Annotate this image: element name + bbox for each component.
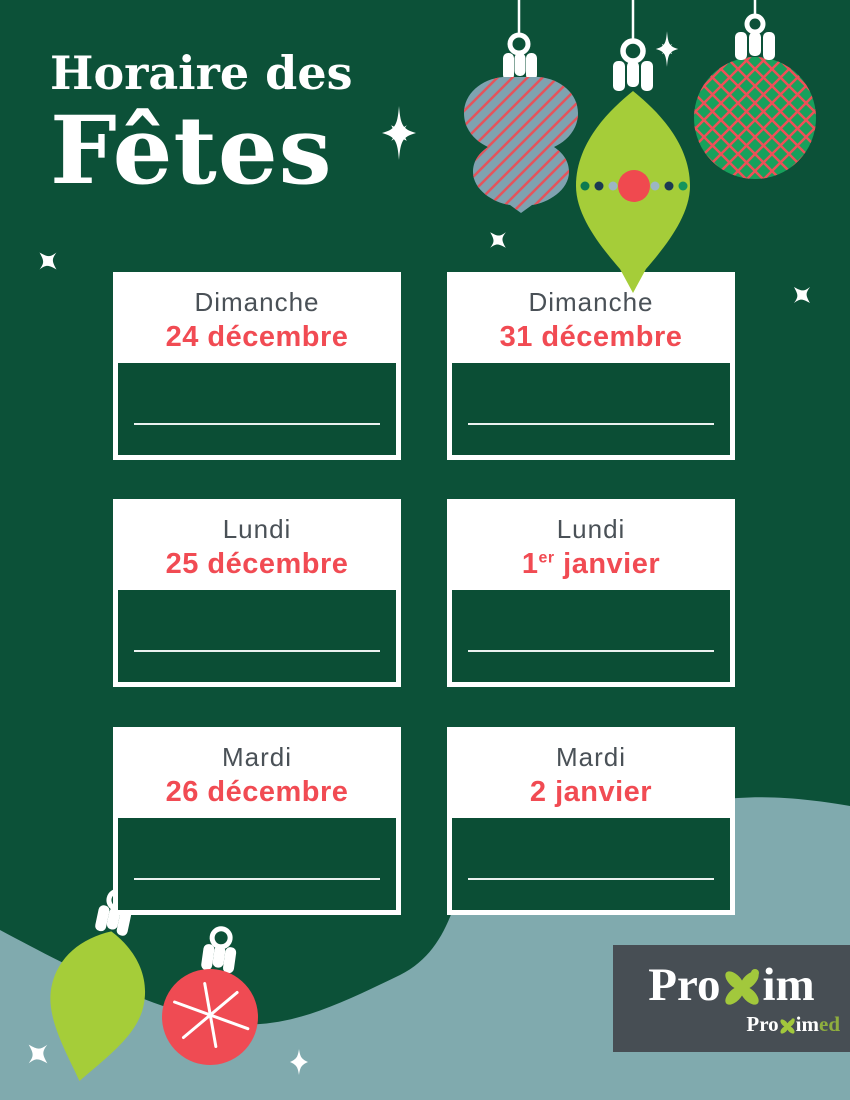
sub-text-mid: im: [795, 1012, 819, 1036]
card-date-label: 1er janvier: [521, 548, 661, 580]
petal-x-icon: [724, 969, 759, 1005]
hours-blank-line: [468, 878, 714, 880]
sub-text-pre: Pro: [746, 1012, 779, 1036]
hours-blank-line: [134, 878, 380, 880]
hours-blank-line: [134, 423, 380, 425]
card-hours-area: [452, 590, 730, 682]
page-title: Horaire des Fêtes: [50, 50, 353, 198]
hours-blank-line: [134, 650, 380, 652]
title-line-1: Horaire des: [50, 46, 353, 100]
card-date-label: 26 décembre: [165, 776, 349, 808]
card-day-label: Dimanche: [528, 287, 654, 317]
hours-blank-line: [468, 650, 714, 652]
card-hours-area: [452, 818, 730, 910]
snowflake-icon: [173, 982, 250, 1049]
schedule-card: Mardi 2 janvier: [447, 727, 735, 915]
card-date-label: 25 décembre: [165, 548, 349, 580]
card-day-label: Mardi: [221, 742, 292, 772]
card-day-label: Dimanche: [194, 287, 320, 317]
schedule-card: Lundi 25 décembre: [113, 499, 401, 687]
brand-text-pre: Pro: [648, 959, 721, 1011]
card-day-label: Mardi: [555, 742, 626, 772]
sub-text-suffix: ed: [819, 1012, 840, 1036]
schedule-card: Dimanche 24 décembre: [113, 272, 401, 460]
proxim-logo: Pro im: [613, 958, 850, 1012]
schedule-card: Dimanche 31 décembre: [447, 272, 735, 460]
card-hours-area: [118, 363, 396, 455]
petal-x-icon: [780, 1017, 795, 1034]
ornament-ring: [209, 926, 233, 950]
title-line-2: Fêtes: [50, 96, 333, 206]
card-day-label: Lundi: [222, 514, 292, 544]
card-hours-area: [118, 590, 396, 682]
card-date-label: 24 décembre: [165, 321, 349, 353]
schedule-card: Mardi 26 décembre: [113, 727, 401, 915]
card-hours-area: [452, 363, 730, 455]
ornament-cap: [201, 944, 237, 974]
schedule-card: Lundi 1er janvier: [447, 499, 735, 687]
ornament-cap: [95, 905, 132, 936]
red-ball-ornament-icon: [162, 926, 258, 1065]
proximed-logo: Pro im ed: [613, 1012, 850, 1037]
hours-blank-line: [468, 423, 714, 425]
card-day-label: Lundi: [556, 514, 626, 544]
card-date-label: 31 décembre: [499, 321, 683, 353]
proxim-logo-box: Pro im Pro: [613, 945, 850, 1052]
card-date-label: 2 janvier: [529, 776, 653, 808]
brand-text-post: im: [762, 959, 815, 1011]
card-hours-area: [118, 818, 396, 910]
